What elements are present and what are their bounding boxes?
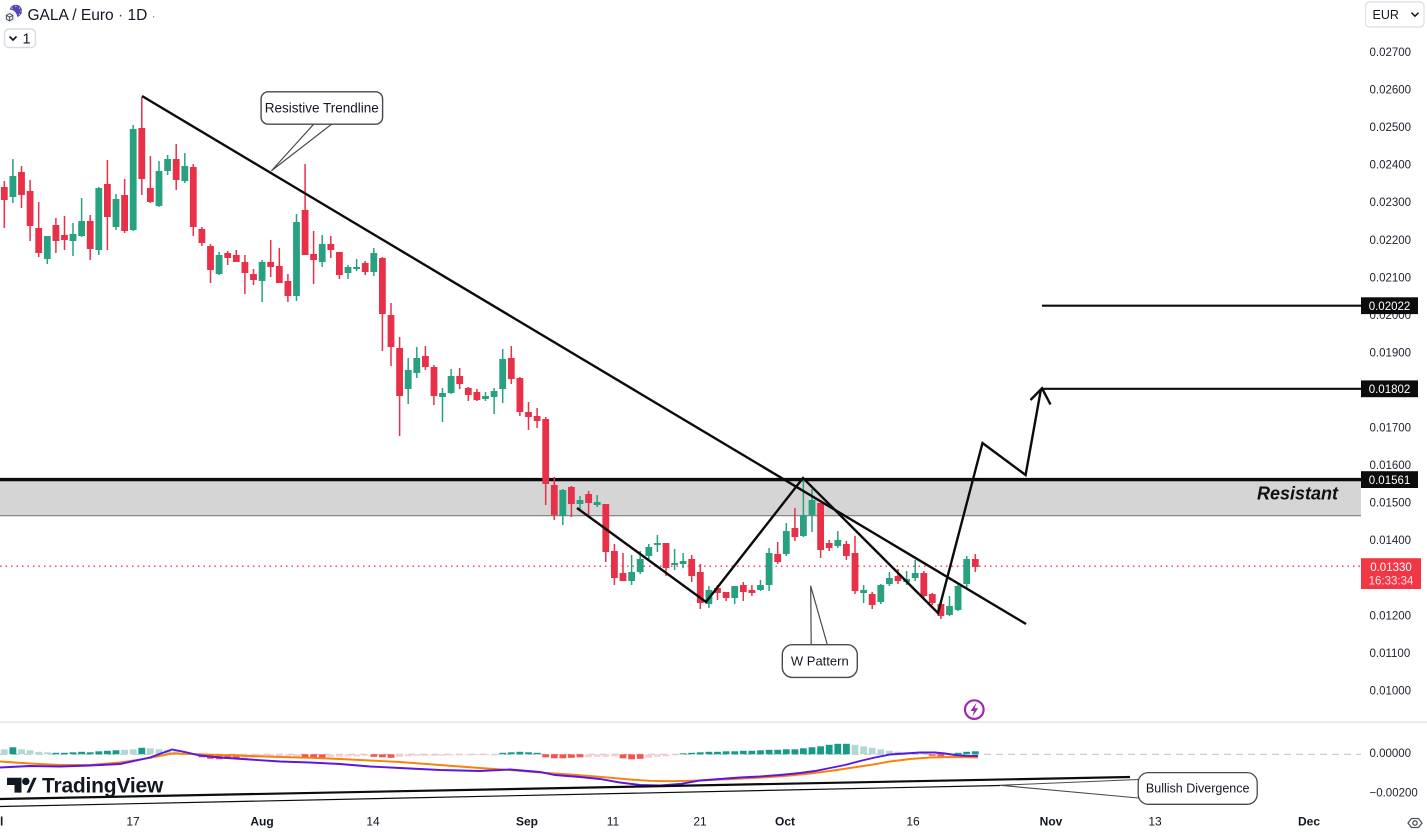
svg-text:0.01700: 0.01700 (1370, 423, 1412, 435)
svg-text:EUR: EUR (1373, 8, 1399, 22)
svg-text:16:33:34: 16:33:34 (1369, 576, 1414, 588)
svg-text:Resistant: Resistant (1257, 484, 1339, 504)
svg-text:0.01802: 0.01802 (1369, 384, 1411, 396)
svg-text:Bullish Divergence: Bullish Divergence (1146, 782, 1250, 796)
svg-text:14: 14 (366, 815, 380, 829)
svg-text:0.00000: 0.00000 (1370, 748, 1412, 760)
svg-text:TradingView: TradingView (42, 774, 164, 797)
svg-text:0.02500: 0.02500 (1370, 122, 1412, 134)
svg-text:Sep: Sep (516, 815, 538, 829)
svg-text:0.01100: 0.01100 (1370, 648, 1411, 660)
svg-text:0.02700: 0.02700 (1370, 47, 1412, 59)
svg-text:0.02300: 0.02300 (1370, 197, 1412, 209)
svg-text:0.01561: 0.01561 (1369, 475, 1411, 487)
svg-text:GALA / Euro · 1D ·: GALA / Euro · 1D · (28, 7, 156, 24)
svg-text:Nov: Nov (1040, 815, 1063, 829)
svg-text:0.01600: 0.01600 (1370, 460, 1412, 472)
svg-text:Resistive Trendline: Resistive Trendline (265, 101, 379, 116)
svg-text:13: 13 (1148, 815, 1162, 829)
svg-text:l: l (0, 815, 3, 829)
svg-text:17: 17 (126, 815, 140, 829)
svg-text:0.02100: 0.02100 (1370, 272, 1412, 284)
svg-text:0.02600: 0.02600 (1370, 85, 1412, 97)
svg-text:Aug: Aug (250, 815, 273, 829)
svg-text:0.02022: 0.02022 (1369, 301, 1411, 313)
svg-text:16: 16 (906, 815, 920, 829)
svg-text:Dec: Dec (1298, 815, 1320, 829)
svg-text:1: 1 (23, 32, 31, 48)
svg-text:−0.00200: −0.00200 (1370, 788, 1418, 800)
svg-text:0.01200: 0.01200 (1370, 610, 1412, 622)
svg-text:0.01000: 0.01000 (1370, 685, 1412, 697)
svg-text:0.02200: 0.02200 (1370, 235, 1412, 247)
svg-text:0.02400: 0.02400 (1370, 160, 1412, 172)
svg-text:Oct: Oct (775, 815, 795, 829)
svg-text:0.01500: 0.01500 (1370, 498, 1412, 510)
svg-text:0.01330: 0.01330 (1370, 562, 1412, 574)
svg-text:0.01400: 0.01400 (1370, 535, 1412, 547)
svg-text:W Pattern: W Pattern (791, 654, 849, 669)
svg-text:21: 21 (693, 815, 707, 829)
svg-text:0.01900: 0.01900 (1370, 347, 1412, 359)
svg-text:11: 11 (607, 815, 620, 829)
